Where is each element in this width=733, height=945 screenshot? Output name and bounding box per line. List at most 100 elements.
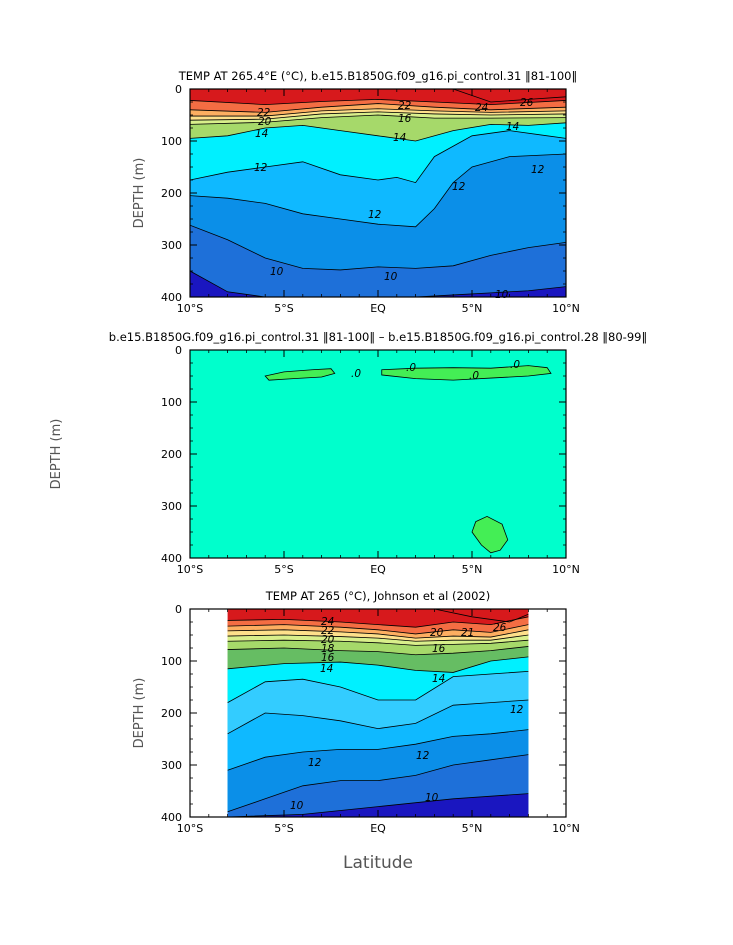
p1-label-22a: 22 — [257, 107, 271, 119]
x-tick-label: EQ — [370, 822, 386, 835]
panel-observed-temperature: TEMP AT 265 (°C), Johnson et al (2002) 1… — [161, 589, 580, 835]
p3-label-12b: 12 — [416, 750, 430, 762]
p1-label-10b: 10 — [384, 271, 398, 283]
x-tick-label: 5°S — [274, 822, 293, 835]
p1-label-20: 20 — [258, 116, 272, 128]
panel1-isotherms — [190, 89, 566, 297]
panel3-contour-labels: 24 22 20 18 16 14 14 12 12 12 10 10 26 2… — [290, 616, 524, 812]
p3-label-14a: 14 — [320, 663, 333, 675]
x-tick-label: 5°S — [274, 563, 293, 576]
isotherm-line-22 — [190, 103, 566, 113]
isotherm-line-9 — [190, 270, 566, 297]
y-tick-label: 0 — [175, 344, 182, 357]
y-tick-label: 400 — [161, 291, 182, 304]
p1-label-16: 16 — [398, 113, 412, 125]
panel2-contour-labels: .0 .0 .0 .0 — [351, 359, 520, 382]
p3-label-12c: 12 — [308, 757, 322, 769]
panel2-background — [190, 350, 566, 558]
y-tick-label: 300 — [161, 239, 182, 252]
x-tick-label: 10°N — [552, 302, 580, 315]
panel3-isotherms — [227, 609, 529, 817]
isotherm-line-22 — [227, 624, 529, 635]
p3-label-10b: 10 — [425, 792, 439, 804]
x-tick-label: 5°S — [274, 302, 293, 315]
y-tick-label: 100 — [161, 396, 182, 409]
panel1-temperature-fills — [190, 89, 566, 297]
positive-region-2 — [471, 515, 509, 554]
x-tick-label: 10°S — [177, 302, 203, 315]
panel3-title: TEMP AT 265 (°C), Johnson et al (2002) — [265, 589, 490, 603]
panel1-axes: 10°S 5°S EQ 5°N 10°N 0 100 200 300 400 — [161, 83, 580, 315]
p2-label-0a: .0 — [351, 368, 361, 380]
isotherm-line-12 — [227, 699, 529, 735]
y-tick-label: 300 — [161, 759, 182, 772]
panel-model-difference: b.e15.B1850G.f09_g16.pi_control.31 ‖81-1… — [109, 330, 647, 576]
isotherm-line-11 — [227, 729, 529, 771]
isotherm-line-12 — [190, 130, 566, 184]
p1-label-14b: 14 — [393, 132, 406, 144]
p3-label-16: 16 — [321, 652, 335, 664]
isotherm-line-14 — [227, 656, 529, 673]
p1-label-12d: 12 — [531, 164, 545, 176]
x-tick-label: 10°S — [177, 822, 203, 835]
panel1-title: TEMP AT 265.4°E (°C), b.e15.B1850G.f09_g… — [178, 69, 577, 83]
panel3-temperature-fills — [227, 609, 529, 817]
positive-region-0 — [264, 368, 336, 381]
p1-label-14c: 14 — [506, 121, 519, 133]
p1-label-12c: 12 — [452, 181, 466, 193]
p1-label-26: 26 — [520, 97, 534, 109]
x-tick-label: 5°N — [462, 302, 483, 315]
x-tick-label: EQ — [370, 302, 386, 315]
p3-label-14b: 14 — [432, 673, 445, 685]
isotherm-line-20 — [227, 629, 529, 639]
p3-label-20b: 20 — [430, 627, 444, 639]
p3-label-10a: 10 — [290, 800, 304, 812]
y-tick-label: 300 — [161, 500, 182, 513]
x-tick-label: 10°N — [552, 822, 580, 835]
x-tick-label: 5°N — [462, 563, 483, 576]
panel1-ylabel: DEPTH (m) — [132, 158, 147, 229]
panel2-positive-regions — [264, 365, 552, 554]
isotherm-line-20 — [190, 108, 566, 117]
p3-label-26: 26 — [493, 622, 507, 634]
panel1-contour-labels: 22 22 24 26 14 14 14 12 12 12 12 10 10 1… — [254, 97, 545, 301]
p2-label-0b: .0 — [406, 362, 416, 374]
y-tick-label: 100 — [161, 135, 182, 148]
y-tick-label: 0 — [175, 603, 182, 616]
y-tick-label: 0 — [175, 83, 182, 96]
isotherm-line-9 — [227, 793, 529, 817]
p3-label-18: 18 — [321, 643, 335, 655]
isotherm-line-10 — [190, 224, 566, 271]
isotherm-line-24 — [190, 98, 566, 106]
panel3-axes: 10°S 5°S EQ 5°N 10°N 0 100 200 300 400 — [161, 603, 580, 835]
isotherm-line-14 — [190, 122, 566, 142]
p1-label-12b: 12 — [368, 209, 382, 221]
positive-region-1 — [381, 365, 552, 381]
y-tick-label: 400 — [161, 552, 182, 565]
p1-label-24: 24 — [475, 102, 488, 114]
x-axis-label: Latitude — [343, 853, 413, 873]
isotherm-line-16 — [227, 639, 529, 646]
x-tick-label: 10°N — [552, 563, 580, 576]
y-tick-label: 100 — [161, 655, 182, 668]
isotherm-line-15 — [227, 646, 529, 656]
y-tick-label: 200 — [161, 187, 182, 200]
isotherm-fill-10 — [190, 225, 566, 297]
isotherm-line-18 — [227, 634, 529, 642]
p3-label-21: 21 — [461, 627, 474, 639]
isotherm-line-16 — [190, 114, 566, 125]
p1-label-22b: 22 — [398, 100, 412, 112]
p2-label-0c: .0 — [469, 370, 479, 382]
p3-label-16b: 16 — [432, 643, 446, 655]
p2-label-0d: .0 — [510, 359, 520, 371]
panel3-ylabel: DEPTH (m) — [132, 678, 147, 749]
p1-label-14a: 14 — [255, 128, 268, 140]
isotherm-line-11 — [190, 153, 566, 228]
p1-label-12a: 12 — [254, 162, 268, 174]
y-tick-label: 400 — [161, 811, 182, 824]
p1-label-10c: 10 — [495, 289, 509, 301]
x-tick-label: 5°N — [462, 822, 483, 835]
x-tick-label: EQ — [370, 563, 386, 576]
x-tick-label: 10°S — [177, 563, 203, 576]
